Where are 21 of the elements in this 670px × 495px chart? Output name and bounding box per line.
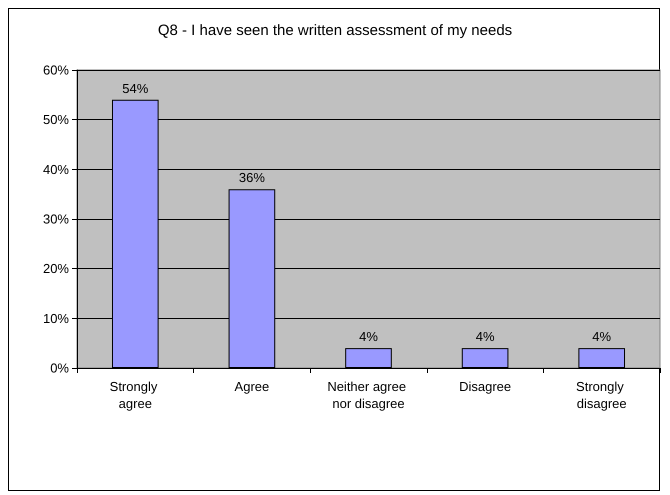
data-label: 4% [476, 329, 495, 344]
data-label: 54% [122, 80, 149, 96]
data-label: 4% [359, 329, 378, 344]
data-label: 36% [238, 170, 266, 186]
y-tick-label: 10% [42, 310, 70, 326]
data-label: 4% [592, 329, 612, 344]
bar [462, 348, 508, 368]
x-tick-label: Neither agree nor disagree [327, 379, 410, 411]
bar [345, 348, 392, 368]
y-tick-label: 60% [42, 62, 70, 78]
y-tick-label: 30% [42, 212, 70, 226]
y-tick-label: 20% [42, 261, 70, 276]
y-tick-label: 50% [42, 112, 70, 128]
x-tick-label: Strongly agree [110, 379, 161, 411]
y-tick-label: 0% [50, 360, 70, 376]
x-tick-label: Strongly disagree [576, 379, 628, 411]
x-tick-label: Agree [234, 379, 270, 394]
chart-title: Q8 - I have seen the written assessment of my needs [158, 22, 512, 39]
bar [578, 348, 626, 368]
y-tick-label: 40% [42, 162, 70, 177]
x-tick-label: Disagree [459, 379, 512, 394]
